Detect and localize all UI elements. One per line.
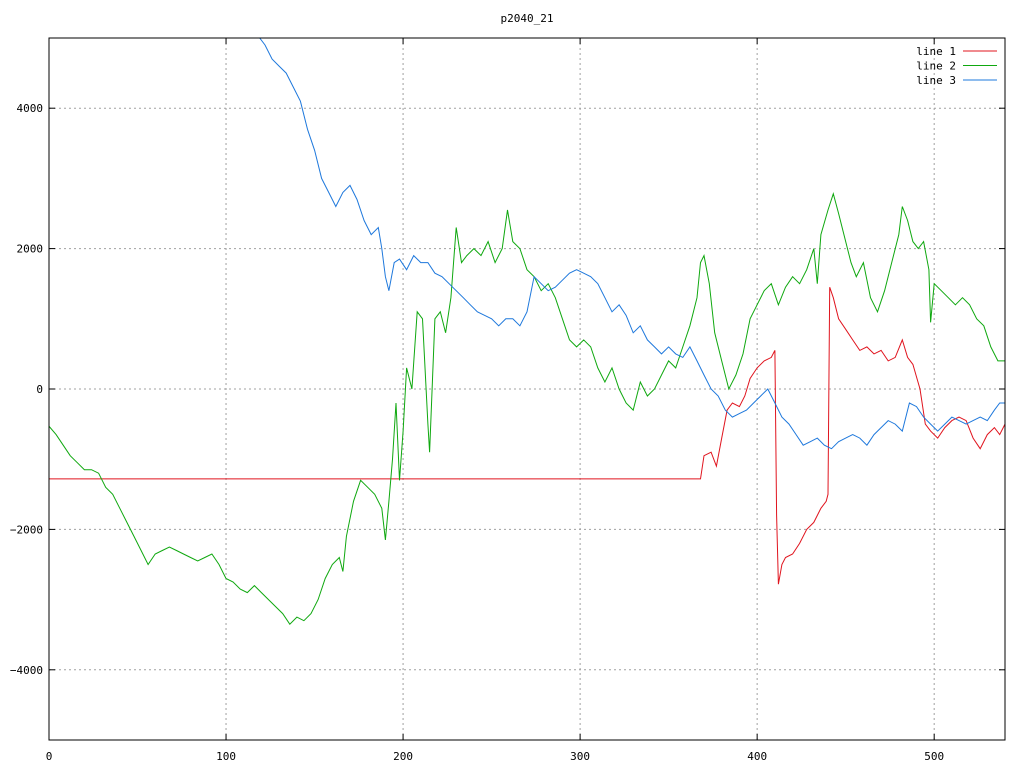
x-tick-label: 300: [570, 750, 590, 763]
series-group: [49, 38, 1005, 625]
series-line-1: [49, 287, 1005, 585]
y-tick-label: 2000: [17, 243, 44, 256]
x-tick-label: 400: [747, 750, 767, 763]
x-tick-label: 200: [393, 750, 413, 763]
y-tick-label: −4000: [10, 664, 43, 677]
x-tick-label: 500: [924, 750, 944, 763]
series-line-2: [49, 192, 1005, 625]
y-tick-label: 0: [36, 383, 43, 396]
grid: [49, 38, 1005, 740]
y-tick-label: −2000: [10, 523, 43, 536]
legend-label: line 1: [916, 45, 956, 58]
legend-label: line 2: [916, 60, 956, 73]
y-tick-label: 4000: [17, 102, 44, 115]
x-tick-label: 0: [46, 750, 53, 763]
axis-ticks: 0 100 200 300 400 500 −4000 −2000 0 2000 4000: [10, 38, 1005, 763]
chart-title: p2040_21: [501, 12, 554, 25]
legend-label: line 3: [916, 74, 956, 87]
plot-frame: [48, 37, 1006, 741]
x-tick-label: 100: [216, 750, 236, 763]
series-line-3: [259, 38, 1005, 450]
